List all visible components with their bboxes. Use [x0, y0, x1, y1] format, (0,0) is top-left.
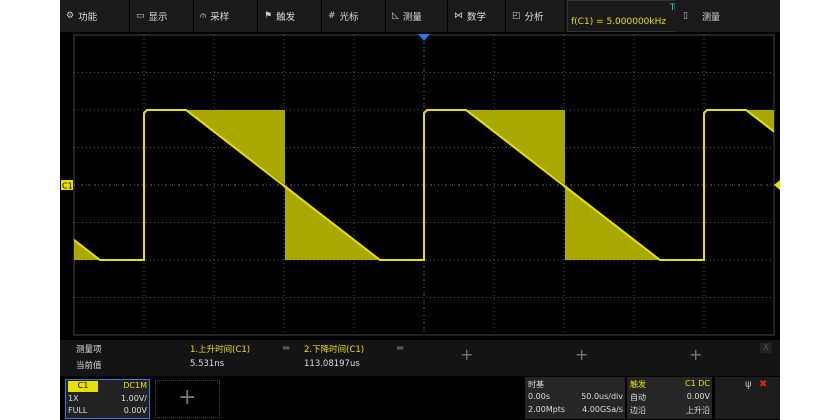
menu-measure[interactable]: ◺ 测量	[386, 0, 448, 32]
value-row-header: 当前值	[76, 361, 102, 371]
ruler-icon: ◺	[392, 11, 399, 21]
measurement-2-remove[interactable]: ▬	[396, 343, 405, 353]
sample-rate: 4.00GSa/s	[582, 405, 623, 414]
frequency-counter: f(C1) = 5.000000kHz	[571, 17, 667, 27]
trigger-slope: 上升沿	[686, 406, 710, 415]
measurement-panel: 测量项 1.上升时间(C1) ▬ 2.下降时间(C1) ▬ + + + X 当前…	[60, 340, 780, 376]
trigger-level-marker	[774, 180, 780, 190]
measurement-1-value: 5.531ns	[190, 359, 225, 369]
menu-math[interactable]: ⋈ 数学	[448, 0, 506, 32]
menu-bar: ⚙ 功能 ▭ 显示 ⫙ 采样 ⚑ 触发 # 光标 ◺ 测量 ⋈ 数学 ◰ 分析	[60, 0, 780, 32]
channel-name: C1	[68, 381, 98, 392]
cursor-icon: #	[328, 11, 336, 21]
close-measurements-button[interactable]: X	[760, 343, 772, 353]
menu-label: 触发	[276, 12, 296, 23]
measurement-2-name[interactable]: 2.下降时间(C1)	[304, 345, 365, 355]
menu-label: 采样	[210, 12, 230, 23]
trigger-mode: 自动	[630, 393, 646, 402]
measure-label: 测量	[701, 12, 720, 23]
timebase-title: 时基	[528, 380, 544, 389]
status-icons: ψ ✖	[715, 377, 780, 419]
channel-1-marker	[61, 180, 73, 190]
network-disconnected-icon: ✖	[759, 379, 768, 390]
trigger-level: 0.00V	[686, 392, 710, 401]
menu-display[interactable]: ▭ 显示	[130, 0, 194, 32]
menu-cursor[interactable]: # 光标	[322, 0, 386, 32]
timebase-scale: 50.0us/div	[581, 392, 623, 401]
menu-trigger[interactable]: ⚑ 触发	[258, 0, 322, 32]
menu-label: 数学	[467, 12, 487, 23]
oscilloscope-screen: ⚙功能 ▭显示 ⫙采样 ⚑触发 #光标 ◺测量 ⋈数学 ◰分析 Trig'd f…	[60, 0, 780, 420]
add-channel-button[interactable]: +	[155, 380, 220, 418]
waveform-trace	[74, 109, 774, 261]
menu-label: 光标	[339, 12, 359, 23]
trigger-title: 触发	[630, 380, 646, 389]
usb-icon: ψ	[745, 379, 752, 390]
sample-icon: ⫙	[200, 11, 207, 21]
battery-icon: ▯	[683, 11, 688, 21]
channel-1-marker-label: C1	[62, 182, 73, 191]
display-icon: ▭	[136, 11, 145, 21]
gear-icon: ⚙	[66, 11, 75, 21]
add-measurement-5[interactable]: +	[689, 345, 703, 364]
menu-function[interactable]: ⚙ 功能	[60, 0, 130, 32]
timebase-panel[interactable]: 时基 0.00s 50.0us/div 2.00Mpts 4.00GSa/s	[525, 377, 625, 419]
analysis-icon: ◰	[512, 11, 521, 21]
menu-label: 显示	[148, 12, 168, 23]
menu-analysis[interactable]: ◰ 分析	[506, 0, 566, 32]
math-icon: ⋈	[454, 11, 463, 21]
trigger-type: 边沿	[630, 406, 646, 415]
trace-line	[660, 109, 774, 261]
trigger-panel[interactable]: 触发 C1 DC 自动 0.00V 边沿 上升沿	[627, 377, 712, 419]
add-measurement-3[interactable]: +	[460, 345, 474, 364]
channel-bandwidth: FULL	[68, 406, 88, 415]
memory-depth: 2.00Mpts	[528, 405, 566, 414]
menu-label: 分析	[524, 12, 544, 23]
trigger-position-marker	[418, 34, 430, 41]
menu-label: 测量	[402, 12, 422, 23]
measure-button[interactable]: ▯ 测量	[675, 0, 780, 32]
channel-scale: 1.00V/	[121, 394, 147, 403]
measure-row-header: 测量项	[76, 345, 102, 355]
waveform-display: C1	[61, 34, 780, 336]
measurement-1-name[interactable]: 1.上升时间(C1)	[190, 345, 251, 355]
menu-label: 功能	[78, 12, 98, 23]
flag-icon: ⚑	[264, 11, 273, 21]
plus-icon: +	[178, 385, 197, 410]
channel-probe: 1X	[68, 394, 79, 403]
add-measurement-4[interactable]: +	[575, 345, 589, 364]
measurement-1-remove[interactable]: ▬	[282, 343, 291, 353]
channel-offset: 0.00V	[123, 406, 147, 415]
trigger-source: C1 DC	[685, 379, 710, 388]
timebase-delay: 0.00s	[528, 392, 550, 401]
menu-acquire[interactable]: ⫙ 采样	[194, 0, 258, 32]
channel-1-panel[interactable]: C1 DC1M 1X 1.00V/ FULL 0.00V	[65, 379, 150, 419]
channel-coupling: DC1M	[123, 381, 147, 390]
measurement-2-value: 113.08197us	[304, 359, 360, 369]
